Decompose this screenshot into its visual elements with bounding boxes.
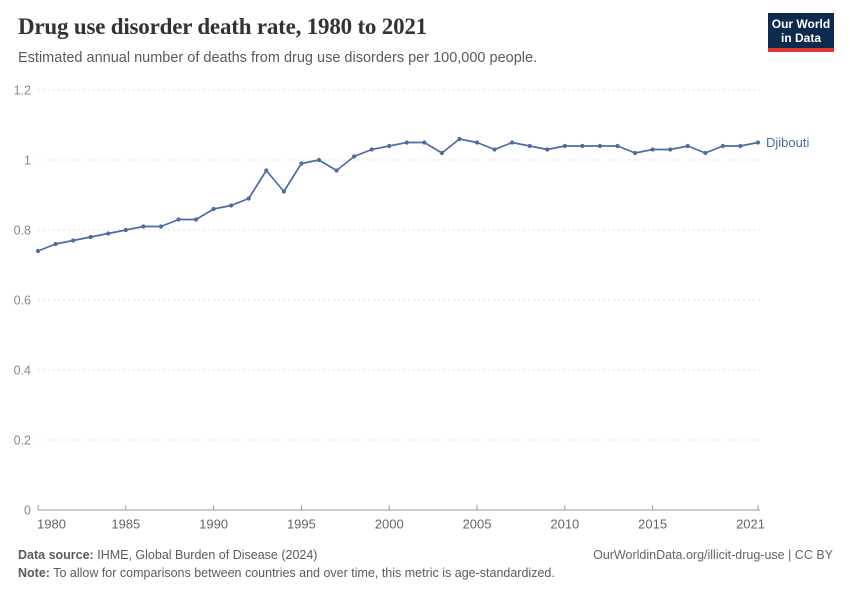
- data-point: [106, 231, 111, 236]
- data-point: [246, 196, 251, 201]
- data-point: [492, 147, 497, 152]
- data-point: [668, 147, 673, 152]
- note-line: Note: To allow for comparisons between c…: [18, 564, 833, 582]
- data-source-value: IHME, Global Burden of Disease (2024): [97, 548, 318, 562]
- license-link[interactable]: OurWorldinData.org/illicit-drug-use | CC…: [593, 548, 833, 562]
- series-label-djibouti: Djibouti: [766, 135, 809, 150]
- y-tick-label: 0.4: [14, 364, 31, 378]
- data-point: [316, 157, 322, 163]
- data-point: [685, 143, 690, 149]
- y-tick-label: 0.2: [14, 434, 31, 448]
- data-point: [35, 248, 41, 254]
- data-point: [176, 217, 181, 222]
- data-point: [351, 154, 357, 159]
- data-point: [615, 143, 620, 149]
- x-tick-label: 1980: [37, 517, 66, 532]
- data-point: [755, 140, 761, 145]
- note-value: To allow for comparisons between countri…: [53, 566, 555, 581]
- data-point: [527, 143, 532, 149]
- x-tick-label: 2005: [463, 517, 492, 532]
- data-point: [404, 140, 409, 145]
- data-point: [457, 136, 462, 142]
- note-label: Note:: [18, 566, 50, 581]
- data-line-djibouti: [37, 138, 759, 252]
- data-point: [193, 217, 199, 222]
- data-point: [703, 150, 708, 156]
- data-point: [720, 143, 725, 149]
- data-point: [562, 143, 567, 149]
- data-source-line: Data source: IHME, Global Burden of Dise…: [18, 546, 317, 564]
- data-point: [281, 189, 286, 194]
- data-point: [334, 168, 339, 173]
- line-chart: 0 0.2 0.4 0.6 0.8 1 1.2 1980 1985 1990 1995 2000 200…: [14, 84, 810, 532]
- data-point: [597, 143, 603, 149]
- data-point: [141, 224, 146, 229]
- data-point: [123, 227, 128, 233]
- data-point: [439, 150, 445, 156]
- data-point: [545, 147, 550, 152]
- data-point: [650, 147, 655, 152]
- owid-logo: Our World in Data: [768, 13, 834, 52]
- data-point: [229, 203, 234, 208]
- data-point: [580, 143, 585, 149]
- y-tick-label: 0.8: [14, 224, 31, 238]
- data-point: [369, 147, 374, 152]
- owid-logo-line1: Our World: [771, 17, 831, 31]
- data-point: [387, 143, 392, 149]
- data-point: [510, 140, 515, 145]
- data-point: [88, 234, 93, 240]
- data-point: [53, 241, 58, 247]
- y-tick-label: 0: [24, 504, 31, 518]
- x-tick-label: 2015: [638, 517, 667, 532]
- data-point: [632, 150, 638, 156]
- chart-subtitle: Estimated annual number of deaths from d…: [18, 50, 538, 66]
- data-point: [738, 143, 743, 149]
- x-tick-label: 1985: [111, 517, 140, 532]
- owid-logo-line2: in Data: [780, 31, 821, 45]
- data-point: [422, 140, 427, 145]
- data-point: [299, 161, 304, 166]
- y-tick-label: 1: [24, 154, 31, 168]
- y-tick-label: 1.2: [14, 84, 31, 98]
- data-point: [474, 140, 480, 145]
- x-tick-label: 2021: [736, 517, 765, 532]
- data-point: [264, 168, 269, 173]
- x-tick-label: 1995: [287, 517, 316, 532]
- x-tick-label: 1990: [199, 517, 228, 532]
- y-tick-label: 0.6: [14, 294, 31, 308]
- chart-footer: Data source: IHME, Global Burden of Dise…: [18, 546, 833, 582]
- chart-title: Drug use disorder death rate, 1980 to 20…: [18, 14, 427, 39]
- x-tick-label: 2010: [550, 517, 579, 532]
- data-source-label: Data source:: [18, 548, 94, 562]
- data-point: [211, 206, 216, 212]
- data-point: [158, 224, 164, 229]
- x-tick-label: 2000: [375, 517, 404, 532]
- data-point: [71, 238, 76, 243]
